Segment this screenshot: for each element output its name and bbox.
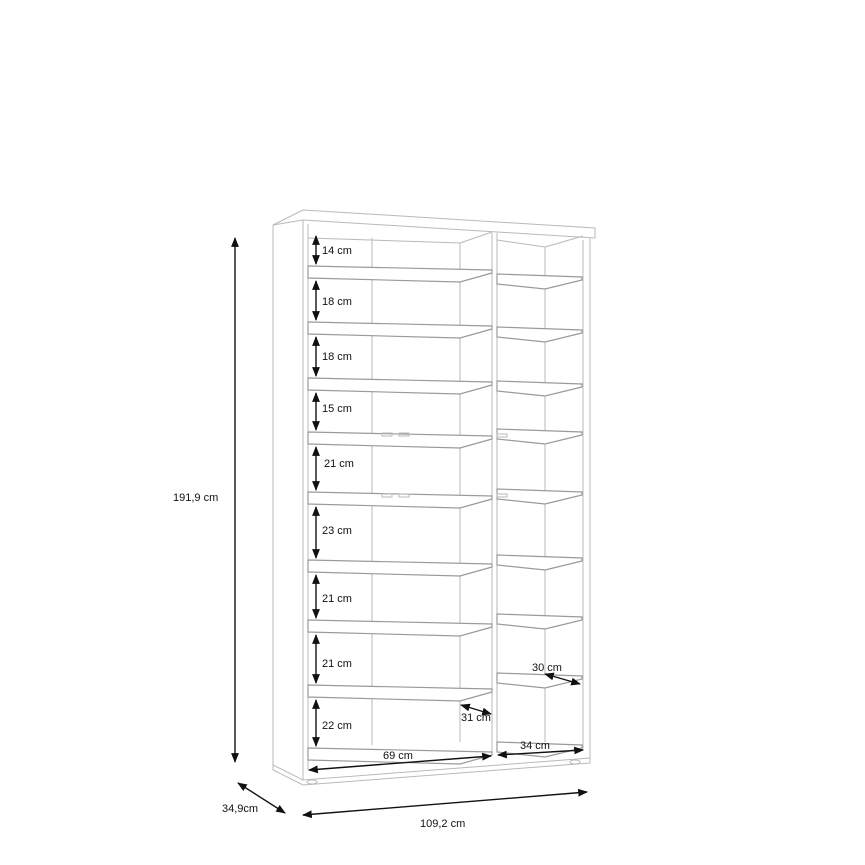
gap-label: 15 cm — [322, 403, 352, 415]
height-label: 191,9 cm — [173, 492, 218, 504]
shelf — [307, 431, 493, 449]
gap-label: 23 cm — [322, 525, 352, 537]
shelf — [496, 428, 583, 445]
left-shelves — [307, 265, 493, 765]
left-width-label: 69 cm — [383, 750, 413, 762]
right-width-label: 34 cm — [520, 740, 550, 752]
shelf-gap-labels: 14 cm 18 cm 18 cm 15 cm 21 cm 23 cm 21 c… — [322, 245, 354, 732]
shelf — [307, 684, 493, 702]
right-shelves — [496, 273, 583, 758]
right-depth-arrow — [544, 672, 581, 686]
shelf — [307, 377, 493, 395]
gap-label: 21 cm — [322, 658, 352, 670]
left-depth-arrow — [460, 703, 492, 716]
shelf — [496, 273, 583, 290]
width-label: 109,2 cm — [420, 818, 465, 830]
shelf — [496, 380, 583, 397]
gap-label: 18 cm — [322, 296, 352, 308]
depth-arrow — [237, 782, 286, 814]
right-depth-label: 30 cm — [532, 662, 562, 674]
shelf — [307, 491, 493, 509]
gap-label: 22 cm — [322, 720, 352, 732]
shelf — [307, 619, 493, 637]
gap-label: 18 cm — [322, 351, 352, 363]
depth-label: 34,9cm — [222, 803, 258, 815]
shelf — [496, 488, 583, 505]
shelf — [307, 559, 493, 577]
shelf-connectors — [381, 432, 508, 498]
right-width-arrow — [497, 746, 584, 759]
shelf — [496, 554, 583, 571]
gap-label: 14 cm — [322, 245, 352, 257]
gap-label: 21 cm — [324, 458, 354, 470]
shelf — [496, 613, 583, 630]
left-width-arrow — [308, 752, 492, 774]
gap-label: 21 cm — [322, 593, 352, 605]
shelf — [307, 321, 493, 339]
width-arrow — [302, 788, 588, 819]
left-depth-label: 31 cm — [461, 712, 491, 724]
shelf — [307, 265, 493, 283]
shelf — [496, 326, 583, 343]
